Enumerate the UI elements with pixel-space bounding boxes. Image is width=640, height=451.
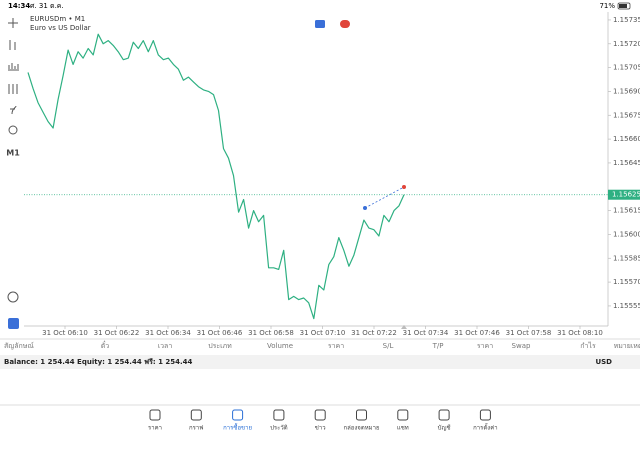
- x-tick-label: 31 Oct 06:58: [248, 329, 294, 337]
- column-header: ตั๋ว: [101, 341, 110, 350]
- battery-fill: [619, 4, 627, 8]
- nav-icon[interactable]: [479, 409, 491, 421]
- column-header: Volume: [267, 342, 293, 350]
- y-tick-label: 1.15690: [613, 87, 640, 95]
- y-tick-label: 1.15600: [613, 230, 640, 238]
- nav-label[interactable]: กล่องจดหมาย: [343, 425, 379, 432]
- y-tick-label: 1.15660: [613, 135, 640, 143]
- nav-icon[interactable]: [438, 409, 450, 421]
- battery-level: 71%: [599, 2, 615, 10]
- zoom-tool[interactable]: [7, 291, 19, 303]
- column-header: Swap: [512, 342, 531, 350]
- time-scroll-marker: [401, 325, 407, 329]
- nav-label[interactable]: กราฟ: [189, 425, 203, 432]
- trendline-end[interactable]: [402, 185, 406, 189]
- column-header: T/P: [432, 342, 444, 350]
- nav-icon[interactable]: [149, 409, 161, 421]
- x-tick-label: 31 Oct 06:34: [145, 329, 191, 337]
- chart-subtitle: Euro vs US Dollar: [30, 24, 91, 32]
- column-header: ราคา: [328, 342, 344, 350]
- column-header: กำไร: [580, 341, 596, 350]
- buy-button[interactable]: [340, 20, 350, 28]
- nav-label[interactable]: การซื้อขาย: [223, 422, 252, 432]
- column-header: หมายเหตุ: [614, 342, 640, 350]
- y-tick-label: 1.15705: [613, 64, 640, 72]
- y-tick-label: 1.15585: [613, 254, 640, 262]
- column-header: สัญลักษณ์: [4, 342, 34, 350]
- account-summary: Balance: 1 254.44 Equity: 1 254.44 ฟรี: …: [4, 358, 193, 366]
- x-tick-label: 31 Oct 06:10: [42, 329, 88, 337]
- battery-icon: [617, 2, 631, 10]
- nav-label[interactable]: ข่าว: [315, 425, 326, 432]
- trendline[interactable]: [364, 186, 405, 209]
- nav-label[interactable]: การตั้งค่า: [473, 422, 497, 432]
- y-tick-label: 1.15570: [613, 278, 640, 286]
- nav-label[interactable]: แชท: [397, 425, 409, 432]
- nav-label[interactable]: ประวัติ: [270, 425, 288, 432]
- y-tick-label: 1.15645: [613, 159, 640, 167]
- account-row: [0, 355, 640, 369]
- x-tick-label: 31 Oct 06:22: [94, 329, 140, 337]
- status-date: ศ. 31 ต.ค.: [30, 2, 64, 10]
- x-tick-label: 31 Oct 06:46: [197, 329, 243, 337]
- chart-type-tool[interactable]: [9, 40, 16, 50]
- y-tick-label: 1.15615: [613, 207, 640, 215]
- column-header: S/L: [383, 342, 394, 350]
- column-header: ราคา: [477, 342, 493, 350]
- nav-label[interactable]: ราคา: [148, 425, 162, 432]
- y-tick-label: 1.15720: [613, 40, 640, 48]
- status-time: 14:34: [8, 2, 30, 10]
- nav-icon[interactable]: [190, 409, 202, 421]
- nav-icon[interactable]: [397, 409, 409, 421]
- nav-icon[interactable]: [356, 409, 367, 421]
- column-header: เวลา: [158, 342, 173, 350]
- indicators-tool[interactable]: [8, 84, 18, 94]
- left-toolbar: [7, 18, 19, 303]
- nav-icon[interactable]: [273, 409, 285, 421]
- y-tick-label: 1.15735: [613, 16, 640, 24]
- trendline-start[interactable]: [363, 206, 367, 210]
- column-header: ประเภท: [208, 342, 232, 350]
- x-tick-label: 31 Oct 07:10: [300, 329, 346, 337]
- account-currency: USD: [595, 358, 612, 366]
- objects-tool[interactable]: [8, 125, 18, 135]
- y-tick-label: 1.15675: [613, 111, 640, 119]
- timeframe[interactable]: M1: [6, 149, 20, 158]
- app-icon[interactable]: [8, 318, 19, 329]
- current-price-label: 1.15625: [612, 191, 640, 199]
- current-price-box: [608, 189, 640, 200]
- x-tick-label: 31 Oct 07:46: [454, 329, 500, 337]
- nav-label[interactable]: บัญชี: [438, 424, 451, 432]
- x-tick-label: 31 Oct 07:22: [351, 329, 397, 337]
- nav-icon[interactable]: [232, 409, 244, 421]
- function-tool[interactable]: [10, 105, 17, 115]
- volume-tool[interactable]: [8, 63, 19, 71]
- x-tick-label: 31 Oct 07:58: [506, 329, 552, 337]
- price-line: [27, 33, 405, 320]
- crosshair-tool[interactable]: [8, 18, 18, 28]
- sell-button[interactable]: [315, 20, 325, 28]
- x-tick-label: 31 Oct 07:34: [403, 329, 449, 337]
- y-tick-label: 1.15555: [613, 302, 640, 310]
- chart-title: EURUSDm • M1: [30, 15, 85, 23]
- nav-icon[interactable]: [314, 409, 326, 421]
- x-tick-label: 31 Oct 08:10: [557, 329, 603, 337]
